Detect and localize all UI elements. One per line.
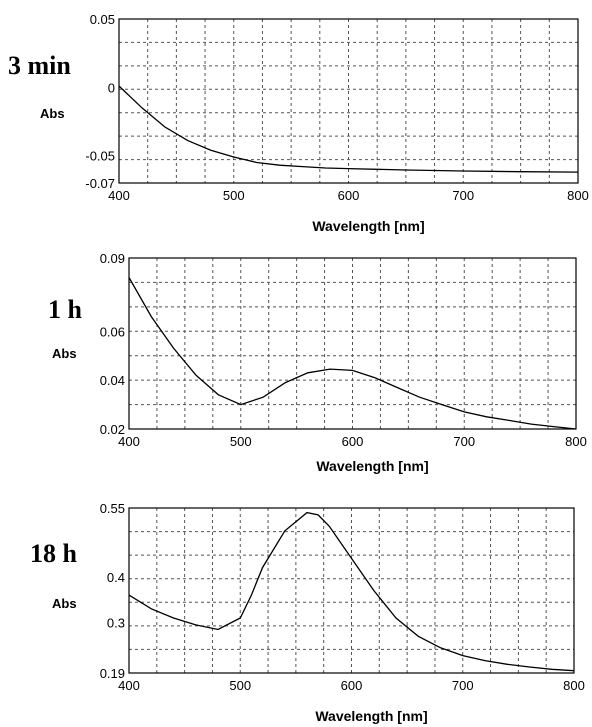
x-tick-label: 400 <box>118 678 140 693</box>
series-line-0 <box>128 277 577 430</box>
x-tick-label: 800 <box>563 678 585 693</box>
y-tick-label: 0.19 <box>100 666 125 681</box>
plot-frame <box>128 257 577 430</box>
y-tick-label: 0.05 <box>90 12 115 27</box>
x-tick-label: 500 <box>230 434 252 449</box>
series-line-0 <box>128 511 575 672</box>
y-tick-label: 0.02 <box>100 422 125 437</box>
y-axis-title: Abs <box>52 346 77 361</box>
x-tick-label: 600 <box>338 188 360 203</box>
y-tick-label: 0 <box>108 80 115 95</box>
x-axis-title: Wavelength [nm] <box>315 708 427 724</box>
y-tick-label: 0.55 <box>100 501 125 516</box>
y-tick-label: 0.09 <box>100 251 125 266</box>
panel-label: 1 h <box>48 295 83 324</box>
chart-panel-1: 400 500 600 700 800 0.09 0.06 0.04 0.02 Wavelengt… <box>48 251 587 474</box>
x-tick-label: 800 <box>565 434 587 449</box>
y-tick-label: -0.05 <box>85 149 115 164</box>
x-axis-title: Wavelength [nm] <box>312 218 424 234</box>
plot-frame <box>118 18 579 184</box>
x-tick-label: 400 <box>108 188 130 203</box>
y-tick-label: 0.04 <box>100 373 125 388</box>
chart-panel-2: 400 500 600 700 800 0.55 0.4 0.3 0.19 Wavelength … <box>30 501 585 724</box>
y-axis-title: Abs <box>52 596 77 611</box>
series-line-0 <box>118 85 579 173</box>
x-tick-label: 800 <box>567 188 589 203</box>
y-axis-title: Abs <box>40 106 65 121</box>
x-tick-label: 600 <box>342 434 364 449</box>
y-tick-label: 0.06 <box>100 324 125 339</box>
x-axis-title: Wavelength [nm] <box>316 458 428 474</box>
y-tick-label: 0.4 <box>107 570 125 585</box>
x-tick-label: 700 <box>452 678 474 693</box>
plot-frame <box>128 507 575 674</box>
y-tick-label: 0.3 <box>107 616 125 631</box>
x-tick-label: 400 <box>118 434 140 449</box>
y-tick-label: -0.07 <box>85 176 115 191</box>
x-tick-label: 500 <box>223 188 245 203</box>
x-tick-label: 700 <box>453 434 475 449</box>
panel-label: 3 min <box>8 51 71 80</box>
panel-label: 18 h <box>30 539 78 568</box>
chart-panel-0: 400 500 600 700 800 0.05 0 -0.05 -0.07 Wavelength… <box>8 12 589 234</box>
x-tick-label: 500 <box>229 678 251 693</box>
x-tick-label: 600 <box>341 678 363 693</box>
x-tick-label: 700 <box>452 188 474 203</box>
